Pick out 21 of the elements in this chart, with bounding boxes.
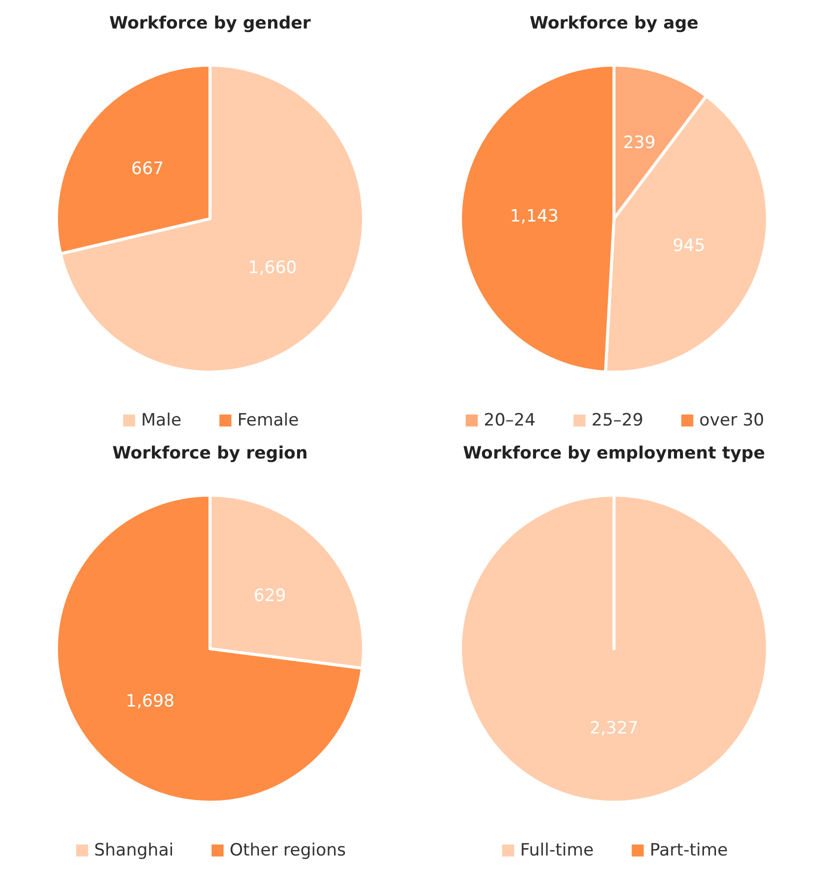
chart-title: Workforce by region [112, 444, 308, 464]
data-label: 1,698 [126, 691, 174, 712]
data-label: 1,660 [248, 258, 297, 278]
legend-label: 25–29 [592, 410, 644, 430]
chart-title: Workforce by gender [109, 14, 312, 34]
legend-label: Female [237, 410, 299, 430]
legend-label: 20–24 [484, 410, 536, 430]
legend-label: Full-time [520, 840, 594, 860]
data-label: 2,327 [590, 718, 638, 738]
legend-label: over 30 [699, 410, 764, 430]
legend-label: Part-time [650, 840, 728, 860]
data-label: 945 [672, 236, 706, 256]
legend-label: Shanghai [94, 840, 174, 860]
chart-title: Workforce by age [530, 14, 698, 34]
data-label: 239 [623, 133, 656, 154]
data-label: 1,143 [510, 206, 559, 226]
data-label: 629 [254, 586, 286, 606]
legend-label: Other regions [230, 840, 346, 860]
legend-label: Male [141, 410, 182, 430]
data-label: 667 [131, 159, 164, 180]
chart-title: Workforce by employment type [463, 444, 765, 464]
